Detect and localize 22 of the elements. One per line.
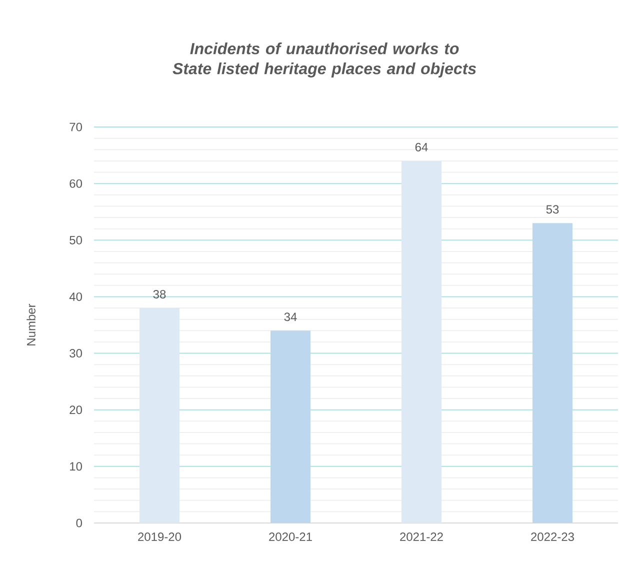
x-tick-label: 2022-23 [531,532,574,542]
y-tick-label: 50 [70,236,82,244]
data-label: 64 [415,142,428,152]
y-tick-label: 70 [70,122,82,132]
x-tick-label: 2020-21 [269,532,312,542]
data-label: 53 [546,205,559,214]
y-tick-label: 40 [69,292,82,301]
y-tick-label: 60 [70,179,82,188]
y-tick-label: 10 [70,462,82,471]
bar [402,160,442,523]
chart-title: Incidents of unauthorised works to State listed heritage places and objects [172,42,476,78]
x-tick-label: 2019-20 [138,532,182,542]
y-tick-label: 20 [70,406,82,414]
y-tick-label: 30 [70,349,82,358]
data-label: 38 [153,290,166,298]
y-tick-label: 0 [76,518,82,528]
y-axis-title: Number [26,304,36,346]
bar [532,223,572,523]
data-label: 34 [284,312,297,322]
x-tick-label: 2021-22 [400,532,443,542]
bar [270,330,310,523]
bar [140,308,180,523]
